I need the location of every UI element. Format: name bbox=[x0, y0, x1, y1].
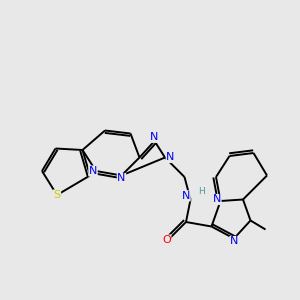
Text: H: H bbox=[199, 188, 205, 196]
Text: N: N bbox=[182, 191, 190, 201]
Text: N: N bbox=[230, 236, 238, 247]
Text: N: N bbox=[89, 166, 97, 176]
Text: S: S bbox=[53, 190, 61, 200]
Text: O: O bbox=[162, 235, 171, 245]
Text: N: N bbox=[166, 152, 175, 163]
Text: N: N bbox=[150, 132, 159, 142]
Text: N: N bbox=[117, 173, 126, 184]
Text: N: N bbox=[213, 194, 221, 205]
